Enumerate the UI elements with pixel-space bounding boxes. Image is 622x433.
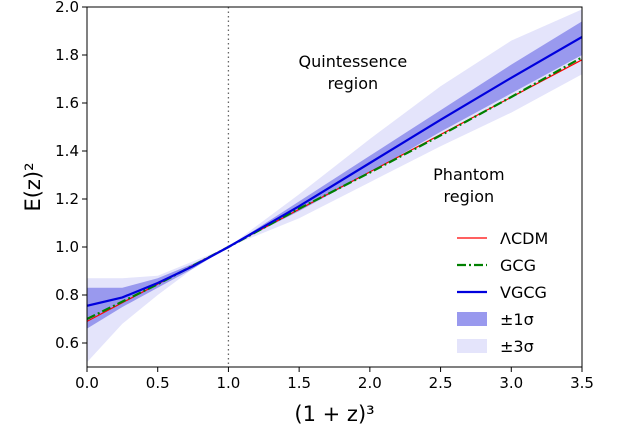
x-tick-label: 0.0 bbox=[75, 374, 99, 392]
y-tick-label: 1.2 bbox=[55, 190, 79, 208]
x-tick-label: 3.0 bbox=[499, 374, 523, 392]
y-tick-label: 0.8 bbox=[55, 286, 79, 304]
legend-1sigma-label: ±1σ bbox=[500, 310, 534, 329]
legend-vgcg-label: VGCG bbox=[500, 283, 547, 302]
x-tick-label: 1.0 bbox=[216, 374, 240, 392]
phantom-annotation: Phantom bbox=[433, 165, 504, 184]
x-tick-label: 1.5 bbox=[287, 374, 311, 392]
legend-3sigma-label: ±3σ bbox=[500, 337, 534, 356]
x-tick-label: 3.5 bbox=[570, 374, 594, 392]
phantom-annotation: region bbox=[444, 187, 495, 206]
y-tick-label: 2.0 bbox=[55, 0, 79, 16]
series-vgcg-line bbox=[87, 36, 582, 307]
y-tick-label: 1.0 bbox=[55, 238, 79, 256]
y-tick-label: 1.8 bbox=[55, 46, 79, 64]
y-tick-label: 1.4 bbox=[55, 142, 79, 160]
band-1sigma bbox=[87, 21, 582, 329]
legend-gcg-label: GCG bbox=[500, 256, 536, 275]
plot-frame bbox=[86, 6, 583, 368]
x-tick-label: 2.5 bbox=[429, 374, 453, 392]
x-tick-label: 0.5 bbox=[146, 374, 170, 392]
x-tick-label: 2.0 bbox=[358, 374, 382, 392]
quintessence-annotation: Quintessence bbox=[299, 52, 408, 71]
legend-lcdm-label: ΛCDM bbox=[500, 229, 548, 248]
y-tick-label: 1.6 bbox=[55, 94, 79, 112]
quintessence-annotation: region bbox=[328, 74, 379, 93]
x-axis-label: (1 + z)³ bbox=[294, 402, 374, 426]
legend-1sigma-key bbox=[457, 312, 487, 326]
legend-3sigma-key bbox=[457, 339, 487, 353]
y-axis-label: E(z)² bbox=[21, 162, 45, 211]
y-tick-label: 0.6 bbox=[55, 334, 79, 352]
